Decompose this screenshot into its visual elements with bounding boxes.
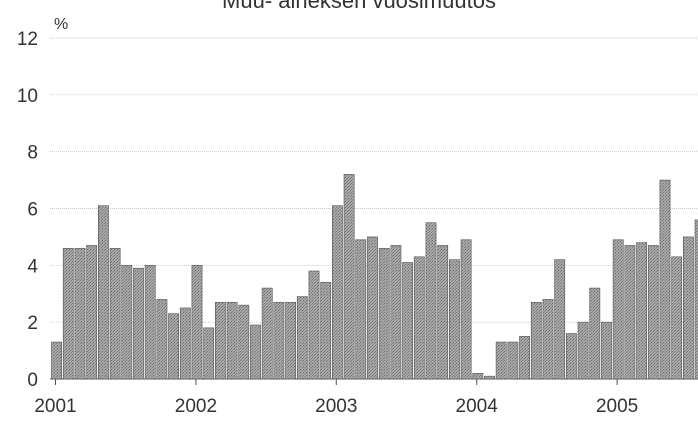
bar-30 (391, 245, 401, 379)
bar-34 (438, 245, 448, 379)
chart-title: Muu- aineksen vuosimuutos (222, 0, 496, 13)
bar-13 (192, 265, 202, 379)
bar-35 (449, 260, 459, 379)
bar-50 (625, 245, 635, 379)
bar-37 (473, 373, 483, 379)
bar-36 (461, 240, 471, 379)
bar-42 (531, 302, 541, 379)
bar-19 (262, 288, 272, 379)
bar-26 (344, 174, 354, 379)
x-tick-label-2002: 2002 (175, 396, 217, 417)
y-tick-label-6: 6 (27, 200, 38, 221)
bar-27 (356, 240, 366, 379)
bar-45 (566, 334, 576, 379)
bar-11 (169, 314, 179, 379)
y-axis-ticks: 0 2 4 6 8 10 12 (17, 29, 39, 391)
bar-39 (496, 342, 506, 379)
y-tick-label-8: 8 (27, 143, 38, 164)
bar-10 (157, 299, 167, 379)
bar-20 (274, 302, 284, 379)
y-tick-label-4: 4 (27, 256, 38, 277)
bar-49 (613, 240, 623, 379)
bar-14 (204, 328, 214, 379)
bar-54 (672, 257, 682, 379)
y-tick-label-2: 2 (27, 313, 38, 334)
bar-41 (520, 336, 530, 379)
bar-7 (122, 265, 132, 379)
bar-9 (145, 265, 155, 379)
bar-48 (601, 322, 611, 379)
y-tick-label-10: 10 (17, 86, 38, 107)
bar-16 (227, 302, 237, 379)
bar-18 (250, 325, 260, 379)
bar-17 (239, 305, 249, 379)
bars (52, 89, 698, 379)
bar-8 (133, 268, 143, 379)
bar-23 (309, 271, 319, 379)
bar-15 (215, 302, 225, 379)
bar-3 (75, 248, 85, 379)
bar-2 (63, 248, 73, 379)
bar-4 (87, 245, 97, 379)
bar-47 (590, 288, 600, 379)
y-tick-label-0: 0 (27, 370, 38, 391)
bar-1 (52, 342, 62, 379)
x-tick-label-2003: 2003 (315, 396, 357, 417)
bar-22 (297, 297, 307, 379)
bar-51 (637, 243, 647, 379)
x-tick-label-2001: 2001 (34, 396, 76, 417)
bar-44 (555, 260, 565, 379)
bar-25 (332, 206, 342, 379)
bar-31 (403, 262, 413, 379)
bar-32 (414, 257, 424, 379)
x-tick-label-2005: 2005 (596, 396, 638, 417)
bar-12 (180, 308, 190, 379)
x-tick-label-2004: 2004 (456, 396, 499, 417)
y-tick-label-12: 12 (17, 29, 38, 50)
bar-53 (660, 180, 670, 379)
bar-52 (648, 245, 658, 379)
bar-6 (110, 248, 120, 379)
bar-5 (98, 206, 108, 379)
bar-55 (683, 237, 693, 379)
bar-21 (286, 302, 296, 379)
y-axis-unit-label: % (54, 16, 68, 33)
bar-33 (426, 223, 436, 379)
bar-29 (379, 248, 389, 379)
bar-46 (578, 322, 588, 379)
bar-38 (484, 376, 494, 379)
bar-28 (367, 237, 377, 379)
bar-43 (543, 299, 553, 379)
bar-40 (508, 342, 518, 379)
x-axis-ticks: 200120022003200420052006 (34, 379, 698, 417)
bar-24 (321, 282, 331, 379)
